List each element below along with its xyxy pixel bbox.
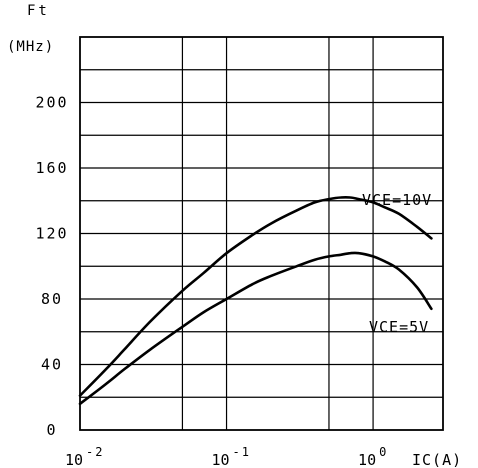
series-line-vce-5v <box>78 251 433 406</box>
y-tick-label: 120 <box>35 225 68 243</box>
y-tick-label: 200 <box>35 94 68 112</box>
grid-lines <box>80 37 443 430</box>
series-curves <box>78 195 433 406</box>
x-axis-label: IC(A) <box>412 451 462 468</box>
plot-frame <box>79 36 444 431</box>
x-tick-exponent: 0 <box>379 445 388 459</box>
x-tick-label: 10 <box>358 451 376 468</box>
y-tick-label: 0 <box>46 421 57 439</box>
y-tick-label: 80 <box>41 290 63 308</box>
series-line-vce-10v <box>78 195 433 397</box>
x-tick-exponent: -2 <box>86 445 104 459</box>
y-axis-label-line2: (MHz) <box>7 39 54 55</box>
x-tick-exponent: -1 <box>233 445 251 459</box>
y-tick-label: 160 <box>35 159 68 177</box>
series-label-vce-5v: VCE=5V <box>369 318 429 336</box>
x-tick-label: 10 <box>212 451 230 468</box>
x-tick-label: 10 <box>65 451 83 468</box>
x-tick-labels: 10 -2 10 -1 10 0 <box>65 445 388 468</box>
y-axis-label-line1: Ft <box>27 3 50 19</box>
y-tick-labels: 0 40 80 120 160 200 <box>35 94 68 440</box>
y-tick-label: 40 <box>41 356 63 374</box>
series-label-vce-10v: VCE=10V <box>362 191 432 209</box>
